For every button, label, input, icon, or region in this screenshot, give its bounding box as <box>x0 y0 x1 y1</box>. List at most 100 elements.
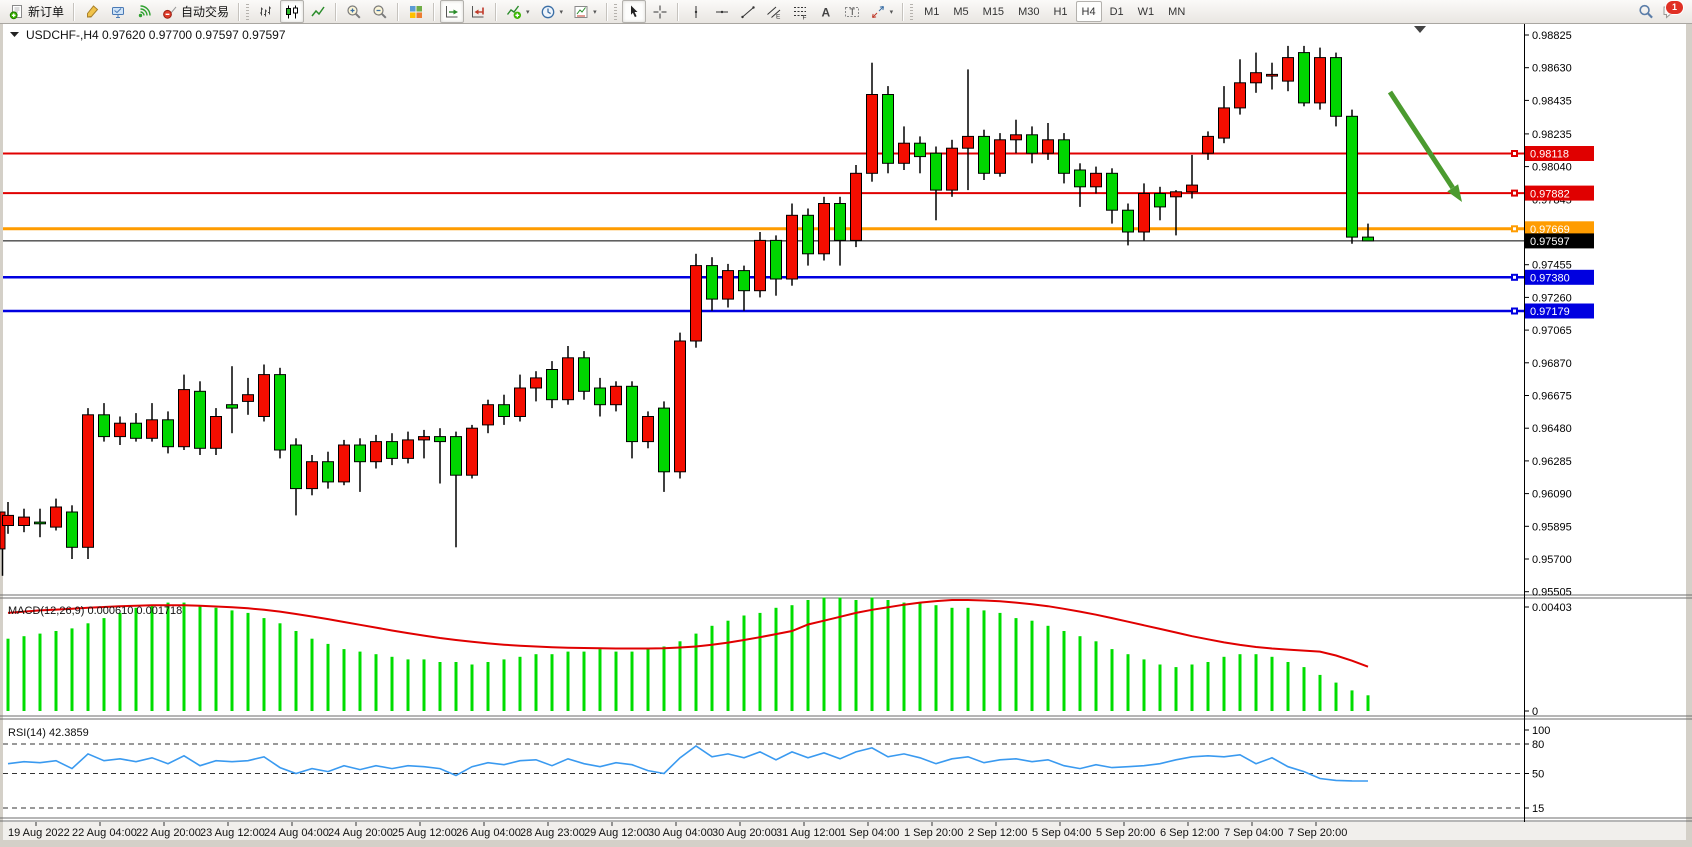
svg-text:0.97065: 0.97065 <box>1532 325 1572 337</box>
chat-button[interactable]: 1 <box>1662 0 1684 20</box>
zoom-in-button[interactable] <box>342 0 366 23</box>
tile-windows-button[interactable] <box>404 0 428 23</box>
price-chart[interactable]: 0.98825 0.98630 0.98435 0.98235 0.98040 0.978… <box>0 24 1692 847</box>
zoom-out-button[interactable] <box>368 0 392 23</box>
svg-text:5 Sep 04:00: 5 Sep 04:00 <box>1032 827 1091 839</box>
svg-text:30 Aug 20:00: 30 Aug 20:00 <box>712 827 777 839</box>
toolbar-separator <box>433 2 436 21</box>
svg-text:22 Aug 04:00: 22 Aug 04:00 <box>72 827 137 839</box>
timeframe-m15-button[interactable]: M15 <box>982 5 1005 18</box>
timeframe-m1-button[interactable]: M1 <box>924 5 940 18</box>
new-order-label: 新订单 <box>28 5 65 19</box>
hline-icon <box>714 4 730 20</box>
svg-text:0.97669: 0.97669 <box>1530 224 1570 236</box>
price-line-badges: 0.98118 0.97882 0.97669 0.97380 0.97179 0.975… <box>1511 146 1594 319</box>
arrows-icon <box>870 4 886 20</box>
svg-text:0.97380: 0.97380 <box>1530 273 1570 285</box>
templates-button[interactable]: ▾ <box>569 0 601 23</box>
svg-text:0.98040: 0.98040 <box>1532 162 1572 174</box>
svg-text:0.97260: 0.97260 <box>1532 292 1572 304</box>
svg-text:0.00403: 0.00403 <box>1532 602 1572 614</box>
svg-text:0.95505: 0.95505 <box>1532 587 1572 599</box>
toolbar-grip[interactable] <box>613 3 617 20</box>
svg-text:0.97882: 0.97882 <box>1530 188 1570 200</box>
timeframe-h1-button[interactable]: H1 <box>1053 5 1068 18</box>
chevron-down-icon: ▾ <box>593 8 597 16</box>
timeframe-m5-button[interactable]: M5 <box>953 5 969 18</box>
candlestick-mode-button[interactable] <box>280 0 305 23</box>
timeframe-d1-button[interactable]: D1 <box>1109 5 1124 18</box>
autotrading-button[interactable]: 自动交易 <box>158 0 233 23</box>
toolbar-grip[interactable] <box>246 3 250 20</box>
cursor-icon <box>626 4 642 20</box>
zoom-out-icon <box>372 4 388 20</box>
svg-text:0.95700: 0.95700 <box>1532 554 1572 566</box>
svg-text:0.96090: 0.96090 <box>1532 489 1572 501</box>
auto-scroll-button[interactable] <box>440 0 465 23</box>
svg-text:28 Aug 23:00: 28 Aug 23:00 <box>520 827 585 839</box>
vertical-line-button[interactable] <box>684 0 708 23</box>
chart-shift-button[interactable] <box>466 0 490 23</box>
trendline-button[interactable] <box>736 0 760 23</box>
svg-text:0.98435: 0.98435 <box>1532 95 1572 107</box>
text-label-button[interactable]: T <box>840 0 864 23</box>
svg-text:F: F <box>802 14 806 20</box>
vps-button[interactable] <box>106 0 130 23</box>
chart-title[interactable]: USDCHF-,H4 0.97620 0.97700 0.97597 0.975… <box>10 28 286 42</box>
autotrading-icon <box>162 4 178 20</box>
svg-text:0.97179: 0.97179 <box>1530 306 1570 318</box>
text-button[interactable]: A <box>814 0 838 23</box>
svg-text:29 Aug 12:00: 29 Aug 12:00 <box>584 827 649 839</box>
timeframe-w1-button[interactable]: W1 <box>1137 5 1155 18</box>
svg-text:A: A <box>821 5 830 19</box>
toolbar-grip[interactable] <box>910 3 914 20</box>
line-chart-mode-button[interactable] <box>306 0 330 23</box>
brush-icon <box>84 4 100 20</box>
svg-text:25 Aug 12:00: 25 Aug 12:00 <box>392 827 457 839</box>
svg-text:USDCHF-,H4 0.97620 0.97700 0.: USDCHF-,H4 0.97620 0.97700 0.97597 0.975… <box>26 28 286 42</box>
time-axis: 19 Aug 2022 22 Aug 04:00 22 Aug 20:00 23 Au… <box>8 822 1347 839</box>
svg-text:7 Sep 04:00: 7 Sep 04:00 <box>1224 827 1283 839</box>
signals-icon <box>136 4 152 20</box>
toolbar-separator <box>902 2 905 21</box>
cursor-button[interactable] <box>621 0 646 23</box>
rsi-panel: 100 80 50 15 RSI(14) 42.3859 <box>3 725 1550 815</box>
search-button[interactable] <box>1638 4 1654 20</box>
timeframe-mn-button[interactable]: MN <box>1168 5 1186 18</box>
price-axis: 0.98825 0.98630 0.98435 0.98235 0.98040 0.978… <box>1524 30 1572 599</box>
chevron-down-icon: ▾ <box>559 8 564 16</box>
svg-text:15: 15 <box>1532 803 1544 815</box>
signals-button[interactable] <box>132 0 156 23</box>
svg-text:30 Aug 04:00: 30 Aug 04:00 <box>648 827 713 839</box>
toolbar-separator <box>73 2 76 21</box>
toolbar: 新订单 自动交易 ▾ ▾ ▾ E F A T ▾ M1 M5 M15 M30 H1 H4 D1 W1 MN 1 <box>0 0 1692 24</box>
svg-text:0.96285: 0.96285 <box>1532 456 1572 468</box>
indicators-button[interactable]: ▾ <box>502 0 534 23</box>
svg-text:23 Aug 12:00: 23 Aug 12:00 <box>200 827 265 839</box>
svg-text:0: 0 <box>1532 706 1538 718</box>
timeframe-m30-button[interactable]: M30 <box>1018 5 1040 18</box>
arrows-button[interactable]: ▾ <box>866 0 898 23</box>
vps-icon <box>110 4 126 20</box>
svg-text:80: 80 <box>1532 739 1544 751</box>
periods-button[interactable]: ▾ <box>536 0 568 23</box>
style-brush-button[interactable] <box>80 0 104 23</box>
svg-text:1 Sep 04:00: 1 Sep 04:00 <box>840 827 899 839</box>
line-chart-icon <box>310 4 326 20</box>
new-order-button[interactable]: 新订单 <box>5 0 68 23</box>
toolbar-separator <box>238 2 241 21</box>
fibonacci-icon: F <box>792 4 808 20</box>
crosshair-icon <box>652 4 668 20</box>
candles <box>0 45 1374 576</box>
horizontal-line-button[interactable] <box>710 0 734 23</box>
fibonacci-button[interactable]: F <box>788 0 812 23</box>
svg-text:0.98825: 0.98825 <box>1532 30 1572 42</box>
bar-chart-mode-button[interactable] <box>254 0 278 23</box>
equidistant-channel-button[interactable]: E <box>762 0 786 23</box>
trend-arrow-annotation[interactable] <box>1387 90 1462 202</box>
crosshair-button[interactable] <box>648 0 672 23</box>
bar-chart-icon <box>258 4 274 20</box>
svg-text:1 Sep 20:00: 1 Sep 20:00 <box>904 827 963 839</box>
chart-shift-marker[interactable] <box>1414 26 1426 33</box>
timeframe-h4-button[interactable]: H4 <box>1075 1 1102 22</box>
